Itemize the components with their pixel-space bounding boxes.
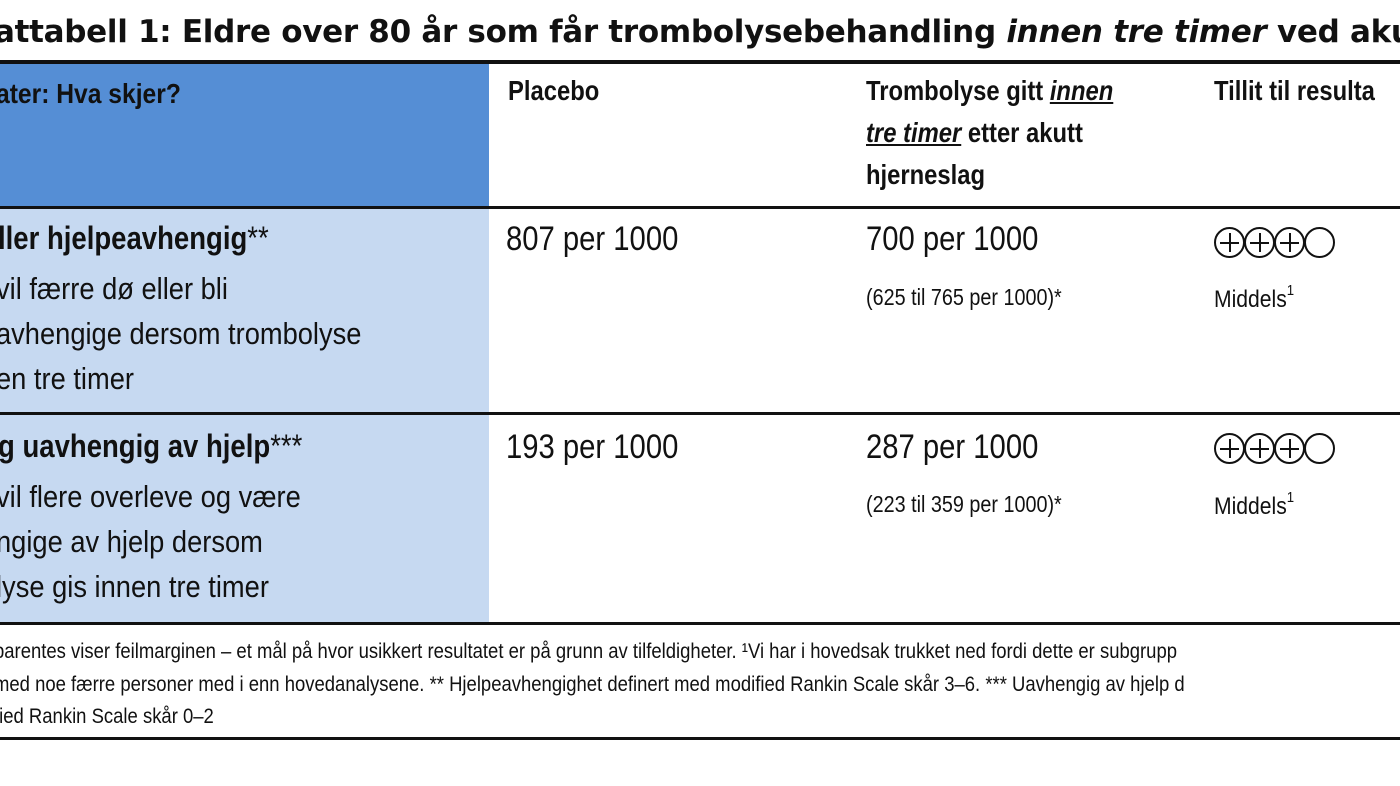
header-treatment-line2: etter akutt [961, 117, 1083, 148]
row1-grade-label-text: Middels [1214, 286, 1287, 313]
row1-outcome-title: ller hjelpeavhengig** [0, 220, 269, 257]
header-confidence: Tillit til resulta [1214, 75, 1375, 106]
header-placebo: Placebo [508, 75, 600, 106]
row2-treatment-value: 287 per 1000 [866, 428, 1039, 466]
table-title-suffix: ved akutt hjernesla [1276, 14, 1400, 50]
table-title: attabell 1: Eldre over 80 år som får tro… [0, 14, 1400, 50]
footnote-line: med noe færre personer med i enn hovedan… [0, 673, 1185, 696]
row2-placebo-value: 193 per 1000 [506, 428, 679, 466]
row1-treatment-value: 700 per 1000 [866, 220, 1039, 258]
row1-outcome-title-text: ller hjelpeavhengig [0, 220, 248, 256]
grade-plus-icon [1214, 433, 1245, 464]
row1-grade-label: Middels1 [1214, 282, 1294, 314]
row1-desc-line: avhengige dersom trombolyse [0, 316, 362, 351]
header-treatment-line1: Trombolyse gitt [866, 75, 1050, 106]
grade-empty-icon [1304, 227, 1335, 258]
header-outcome-cell [0, 64, 489, 206]
header-treatment-line3: hjerneslag [866, 159, 986, 190]
grade-plus-icon [1244, 433, 1275, 464]
row2-desc-line: lyse gis innen tre timer [0, 569, 269, 604]
row2-desc-line: vil flere overleve og være [0, 479, 301, 514]
table-title-emphasis: innen tre timer [1006, 14, 1267, 50]
row2-grade-label-text: Middels [1214, 493, 1287, 520]
row2-outcome-title-mark: *** [270, 428, 303, 464]
table-top-rule [0, 60, 1400, 64]
grade-plus-icon [1244, 227, 1275, 258]
row1-desc-line: en tre timer [0, 361, 134, 396]
footnote-line: parentes viser feilmarginen – et mål på … [0, 640, 1178, 663]
row2-desc-line: ngige av hjelp dersom [0, 524, 263, 559]
row1-outcome-description: vil færre dø eller bli avhengige dersom … [0, 266, 361, 401]
row2-confidence-interval: (223 til 359 per 1000)* [866, 491, 1062, 517]
row2-grade-label: Middels1 [1214, 489, 1294, 521]
row1-confidence-interval: (625 til 765 per 1000)* [866, 284, 1062, 310]
row1-outcome-title-mark: ** [247, 220, 269, 256]
header-treatment-line1-emph: innen [1049, 75, 1114, 106]
row1-grade-sup: 1 [1286, 282, 1295, 299]
table-title-prefix: attabell 1: Eldre over 80 år som får tro… [0, 14, 1007, 50]
grade-plus-icon [1274, 433, 1305, 464]
grade-plus-icon [1274, 227, 1305, 258]
row1-grade-rating [1214, 227, 1335, 258]
grade-plus-icon [1214, 227, 1245, 258]
row2-outcome-cell [0, 415, 489, 622]
footnote-line: fied Rankin Scale skår 0–2 [0, 705, 214, 728]
row1-placebo-value: 807 per 1000 [506, 220, 679, 258]
row2-outcome-title-text: g uavhengig av hjelp [0, 428, 271, 464]
row2-grade-rating [1214, 433, 1335, 464]
row2-outcome-title: g uavhengig av hjelp*** [0, 428, 302, 465]
grade-empty-icon [1304, 433, 1335, 464]
row-divider-rule [0, 412, 1400, 415]
header-treatment-line2-emph: tre timer [866, 117, 962, 148]
row1-outcome-cell [0, 209, 489, 412]
row1-desc-line: vil færre dø eller bli [0, 271, 228, 306]
table-bottom-rule [0, 622, 1400, 625]
header-treatment: Trombolyse gitt innen tre timer etter ak… [866, 70, 1113, 196]
footnote-bottom-rule [0, 737, 1400, 740]
header-outcome: ater: Hva skjer? [0, 78, 181, 109]
row2-grade-sup: 1 [1286, 489, 1295, 506]
row2-outcome-description: vil flere overleve og være ngige av hjel… [0, 474, 301, 609]
header-bottom-rule [0, 206, 1400, 209]
